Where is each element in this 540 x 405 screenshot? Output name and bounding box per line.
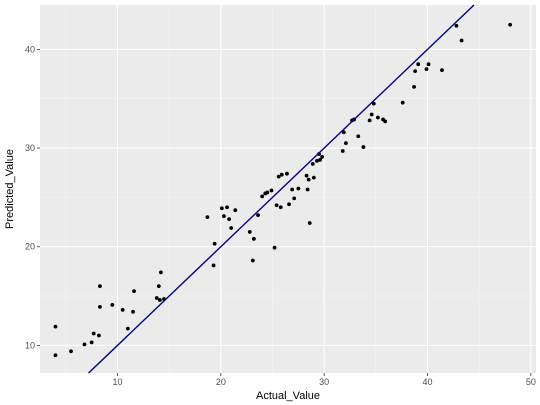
data-point — [343, 141, 348, 146]
data-point — [369, 112, 374, 117]
data-point — [91, 331, 96, 336]
reference-line — [88, 4, 475, 374]
data-point — [454, 23, 459, 28]
data-point — [416, 62, 421, 67]
data-point — [233, 208, 238, 213]
data-point — [205, 215, 210, 220]
data-point — [311, 175, 316, 180]
data-point — [285, 171, 289, 176]
data-point — [252, 236, 256, 241]
data-point — [310, 161, 315, 166]
data-point — [156, 284, 161, 289]
data-point — [304, 173, 309, 178]
y-tick-label: 10 — [25, 340, 35, 350]
data-point — [376, 115, 380, 120]
data-point — [256, 213, 260, 218]
data-point — [69, 349, 73, 354]
x-tick-label: 20 — [216, 377, 226, 387]
data-point — [341, 130, 346, 135]
data-point — [53, 353, 58, 358]
data-point — [440, 68, 444, 73]
data-point — [89, 340, 94, 345]
data-point — [307, 221, 312, 225]
axis-ticks — [37, 48, 532, 376]
data-point — [276, 174, 281, 179]
x-tick-label: 30 — [319, 377, 329, 387]
data-point — [508, 22, 513, 27]
data-point — [157, 298, 162, 302]
data-point — [219, 206, 224, 211]
data-point — [120, 307, 125, 312]
data-point — [132, 289, 136, 294]
data-point — [412, 84, 416, 89]
y-axis-title: Predicted_Value — [4, 149, 16, 229]
data-point — [82, 342, 87, 347]
data-point — [426, 62, 431, 67]
data-point — [413, 69, 417, 74]
data-point — [212, 241, 217, 246]
x-axis-title: Actual_Value — [256, 390, 320, 402]
data-point — [269, 188, 274, 193]
data-point — [260, 194, 265, 199]
data-point — [367, 118, 372, 123]
data-point — [227, 217, 232, 221]
data-point — [225, 205, 229, 210]
x-tick-label: 50 — [526, 377, 536, 387]
y-tick-label: 40 — [25, 44, 35, 54]
data-point — [247, 230, 252, 234]
data-point — [361, 145, 366, 149]
data-point — [296, 186, 301, 191]
data-point — [320, 155, 324, 159]
data-point — [383, 119, 388, 124]
data-point — [265, 190, 270, 195]
data-point — [400, 100, 405, 105]
data-point — [356, 134, 361, 139]
data-point — [97, 333, 101, 338]
data-point — [98, 304, 102, 309]
data-point — [459, 38, 464, 43]
data-point — [278, 205, 283, 210]
y-axis-tick-labels: 10 20 30 40 — [25, 44, 35, 350]
data-point — [53, 324, 58, 329]
data-point — [250, 258, 255, 263]
plot-panel — [40, 5, 536, 373]
data-point — [290, 187, 295, 192]
data-point — [154, 296, 159, 300]
data-point — [315, 158, 319, 163]
data-point — [131, 309, 135, 314]
data-point — [279, 172, 284, 177]
data-point — [222, 214, 226, 219]
x-axis-tick-labels: 10 20 30 40 50 — [112, 377, 535, 387]
data-point — [306, 177, 311, 182]
data-point — [292, 196, 297, 201]
x-tick-label: 10 — [112, 377, 122, 387]
x-tick-label: 40 — [422, 377, 432, 387]
major-gridlines — [40, 5, 536, 373]
data-point — [274, 203, 279, 208]
data-point — [159, 270, 163, 275]
data-point — [98, 284, 102, 289]
data-point — [287, 202, 291, 207]
y-tick-label: 30 — [25, 143, 35, 153]
data-point — [318, 157, 322, 162]
data-point — [272, 245, 277, 250]
data-point — [305, 187, 310, 192]
data-point — [211, 263, 216, 268]
data-point — [110, 303, 115, 307]
data-point — [229, 226, 234, 230]
data-point — [424, 67, 429, 72]
data-point — [371, 101, 376, 106]
data-point — [125, 326, 130, 331]
data-point — [340, 149, 345, 153]
y-tick-label: 20 — [25, 242, 35, 252]
